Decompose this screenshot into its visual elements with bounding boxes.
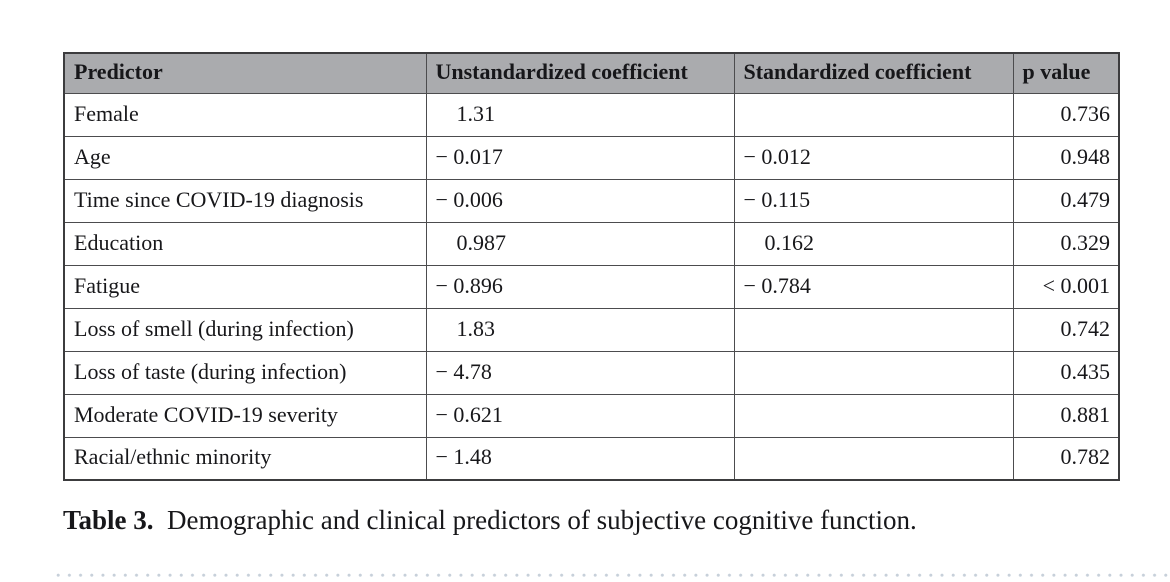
cell-standardized (733, 92, 1014, 137)
cell-standardized: 0.162 (733, 221, 1014, 266)
cell-predictor: Female (63, 92, 427, 137)
cell-unstandardized: − 0.017 (425, 135, 735, 180)
cell-predictor: Moderate COVID-19 severity (63, 393, 427, 438)
cell-standardized: − 0.784 (733, 264, 1014, 309)
cell-unstandardized: 1.31 (425, 92, 735, 137)
cell-unstandardized: − 1.48 (425, 436, 735, 481)
cell-standardized: − 0.012 (733, 135, 1014, 180)
table-body: Female 1.31 0.736 Age − 0.017 − 0.012 0.… (63, 92, 1120, 481)
table-row: Age − 0.017 − 0.012 0.948 (63, 135, 1120, 180)
cell-unstandardized: − 4.78 (425, 350, 735, 395)
cell-unstandardized: − 0.006 (425, 178, 735, 223)
cell-predictor: Education (63, 221, 427, 266)
table-row: Moderate COVID-19 severity − 0.621 0.881 (63, 393, 1120, 438)
cell-p-value: 0.742 (1012, 307, 1120, 352)
cell-p-value: 0.435 (1012, 350, 1120, 395)
table-caption-text: Demographic and clinical predictors of s… (153, 505, 917, 535)
cell-predictor: Fatigue (63, 264, 427, 309)
table-row: Education 0.987 0.162 0.329 (63, 221, 1120, 266)
cell-unstandardized: 0.987 (425, 221, 735, 266)
table-caption-label: Table 3. (63, 505, 154, 535)
cell-p-value: 0.329 (1012, 221, 1120, 266)
cell-p-value: 0.782 (1012, 436, 1120, 481)
table-row: Time since COVID-19 diagnosis − 0.006 − … (63, 178, 1120, 223)
cell-p-value: 0.948 (1012, 135, 1120, 180)
cell-p-value: 0.479 (1012, 178, 1120, 223)
table-row: Loss of smell (during infection) 1.83 0.… (63, 307, 1120, 352)
column-header-standardized-coefficient: Standardized coefficient (733, 52, 1014, 94)
cell-predictor: Loss of smell (during infection) (63, 307, 427, 352)
table-caption: Table 3. Demographic and clinical predic… (63, 502, 1123, 538)
cell-p-value: < 0.001 (1012, 264, 1120, 309)
table-row: Female 1.31 0.736 (63, 92, 1120, 137)
cell-unstandardized: − 0.896 (425, 264, 735, 309)
cell-standardized (733, 350, 1014, 395)
cell-unstandardized: − 0.621 (425, 393, 735, 438)
dotted-divider (56, 573, 1170, 578)
results-table: Predictor Unstandardized coefficient Sta… (63, 52, 1120, 481)
cell-p-value: 0.881 (1012, 393, 1120, 438)
cell-p-value: 0.736 (1012, 92, 1120, 137)
cell-predictor: Age (63, 135, 427, 180)
cell-predictor: Racial/ethnic minority (63, 436, 427, 481)
cell-standardized (733, 393, 1014, 438)
cell-predictor: Time since COVID-19 diagnosis (63, 178, 427, 223)
cell-predictor: Loss of taste (during infection) (63, 350, 427, 395)
cell-standardized: − 0.115 (733, 178, 1014, 223)
column-header-predictor: Predictor (63, 52, 427, 94)
header-row: Predictor Unstandardized coefficient Sta… (63, 52, 1120, 94)
cell-standardized (733, 307, 1014, 352)
results-table-container: Predictor Unstandardized coefficient Sta… (63, 52, 1120, 481)
table-row: Fatigue − 0.896 − 0.784 < 0.001 (63, 264, 1120, 309)
table-row: Racial/ethnic minority − 1.48 0.782 (63, 436, 1120, 481)
cell-standardized (733, 436, 1014, 481)
column-header-p-value: p value (1012, 52, 1120, 94)
cell-unstandardized: 1.83 (425, 307, 735, 352)
column-header-unstandardized-coefficient: Unstandardized coefficient (425, 52, 735, 94)
table-row: Loss of taste (during infection) − 4.78 … (63, 350, 1120, 395)
table-header: Predictor Unstandardized coefficient Sta… (63, 52, 1120, 94)
